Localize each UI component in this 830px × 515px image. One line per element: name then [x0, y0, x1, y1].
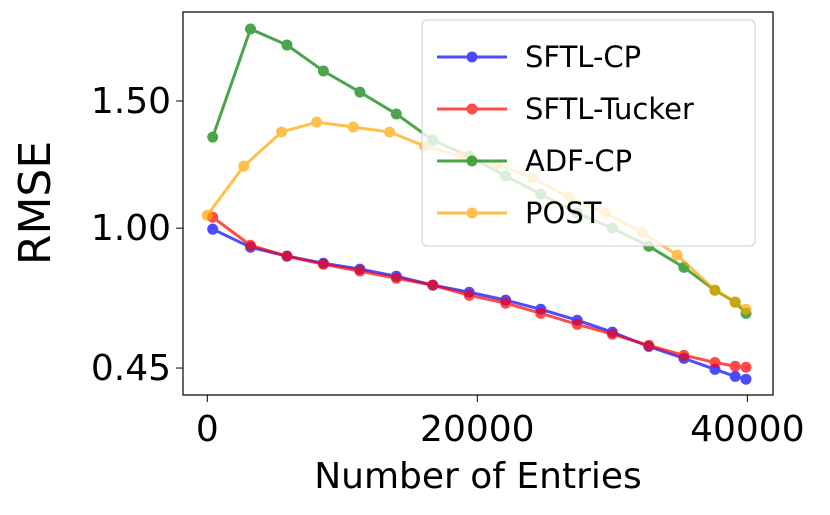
point [238, 160, 250, 172]
point [311, 116, 323, 128]
legend-label: SFTL-CP [525, 40, 641, 74]
legend-marker [466, 103, 478, 115]
x-axis-label: Number of Entries [314, 456, 642, 497]
legend-marker [466, 155, 478, 167]
point [571, 318, 583, 330]
point [245, 239, 257, 251]
line [212, 227, 747, 381]
y-tick-label: 1.50 [91, 81, 171, 122]
legend-label: ADF-CP [525, 144, 632, 178]
x-tick-label: 20000 [420, 409, 535, 450]
point [281, 250, 293, 262]
legend-entry [437, 51, 507, 63]
point [201, 209, 213, 221]
point [354, 86, 366, 98]
point [740, 303, 752, 315]
point [678, 349, 690, 361]
point [606, 328, 618, 340]
point [709, 356, 721, 368]
plot-frame [182, 11, 774, 396]
legend-entry [437, 155, 507, 167]
point [245, 23, 257, 35]
series [207, 211, 752, 373]
x-tick-label: 0 [196, 409, 219, 450]
point [281, 39, 293, 51]
point [671, 249, 683, 261]
point [729, 370, 741, 382]
series [207, 223, 752, 385]
point [729, 296, 741, 308]
point [500, 297, 512, 309]
y-tick-label: 1.00 [91, 208, 171, 249]
legend-label: SFTL-Tucker [525, 92, 694, 126]
point [207, 223, 219, 235]
y-tick-label: 0.45 [91, 348, 171, 389]
point [384, 126, 396, 138]
point [207, 131, 219, 143]
y-axis-label: RMSE [10, 141, 61, 265]
point [740, 373, 752, 385]
point [317, 258, 329, 270]
point [463, 289, 475, 301]
legend-entry [437, 207, 507, 219]
legend-marker [466, 207, 478, 219]
point [535, 307, 547, 319]
point [390, 108, 402, 120]
point [643, 339, 655, 351]
point [347, 121, 359, 133]
point [740, 361, 752, 373]
legend-entry [437, 103, 507, 115]
x-tick-label: 40000 [690, 409, 805, 450]
point [390, 272, 402, 284]
legend-marker [466, 51, 478, 63]
point [317, 65, 329, 77]
legend-box [421, 19, 756, 247]
point [354, 265, 366, 277]
point [709, 284, 721, 296]
point [729, 360, 741, 372]
legend-label: POST [525, 196, 602, 230]
point [427, 279, 439, 291]
point [276, 126, 288, 138]
